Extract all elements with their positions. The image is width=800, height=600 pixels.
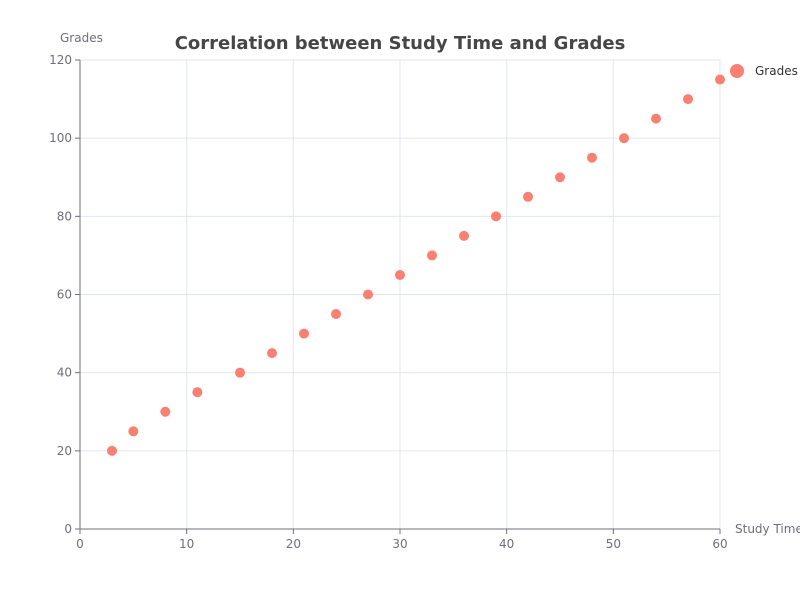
- data-point[interactable]: [427, 250, 437, 261]
- y-tick-label: 20: [57, 444, 72, 458]
- data-point[interactable]: [363, 289, 373, 300]
- data-point[interactable]: [299, 328, 309, 339]
- x-tick-label: 60: [712, 537, 727, 551]
- data-point[interactable]: [160, 406, 171, 417]
- y-tick-label: 60: [57, 288, 72, 302]
- x-axis-title: Study Time: [735, 522, 800, 536]
- y-tick-label: 80: [57, 209, 72, 223]
- legend[interactable]: Grades: [730, 64, 798, 78]
- data-point[interactable]: [128, 426, 139, 437]
- y-tick-label: 0: [64, 522, 72, 536]
- x-tick-label: 40: [499, 537, 514, 551]
- x-tick-label: 0: [76, 537, 84, 551]
- data-point[interactable]: [491, 211, 501, 222]
- data-point[interactable]: [555, 172, 565, 183]
- y-tick-label: 120: [49, 53, 72, 67]
- data-point[interactable]: [235, 367, 245, 378]
- y-tick-label: 40: [57, 366, 72, 380]
- data-point[interactable]: [523, 191, 533, 202]
- data-point[interactable]: [459, 230, 469, 241]
- x-tick-label: 10: [179, 537, 194, 551]
- y-tick-label: 100: [49, 131, 72, 145]
- y-axis-title: Grades: [60, 31, 103, 45]
- data-point[interactable]: [107, 445, 117, 456]
- chart-title: Correlation between Study Time and Grade…: [175, 33, 626, 54]
- data-points: [107, 74, 725, 456]
- data-point[interactable]: [651, 113, 661, 124]
- legend-marker[interactable]: [730, 64, 744, 78]
- data-point[interactable]: [192, 387, 203, 398]
- x-tick-label: 50: [606, 537, 621, 551]
- tick-labels: 0 10 20 30 40 50 60 0 20 40 60 80 100 120: [49, 53, 728, 551]
- data-point[interactable]: [619, 133, 629, 144]
- data-point[interactable]: [683, 94, 693, 105]
- x-tick-label: 20: [286, 537, 301, 551]
- data-point[interactable]: [395, 269, 405, 280]
- x-tick-label: 30: [392, 537, 407, 551]
- data-point[interactable]: [267, 348, 277, 359]
- legend-label[interactable]: Grades: [755, 64, 798, 78]
- data-point[interactable]: [331, 309, 341, 320]
- data-point[interactable]: [587, 152, 597, 163]
- data-point[interactable]: [715, 74, 725, 85]
- grid-lines: [80, 59, 721, 529]
